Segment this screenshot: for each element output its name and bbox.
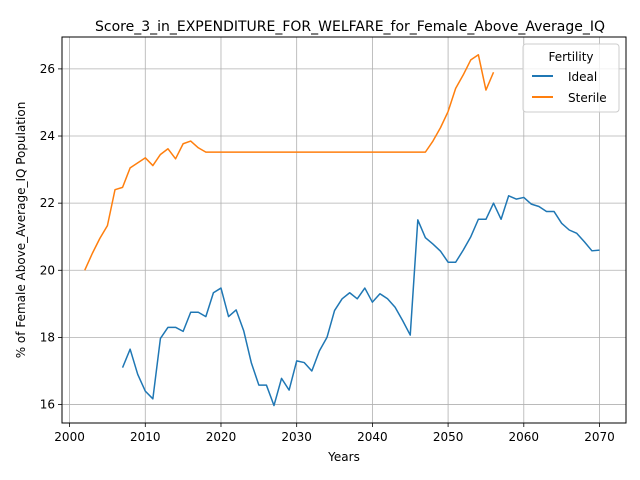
y-axis-title: % of Female Above_Average_IQ Population [14,102,28,359]
y-tick-label: 26 [40,62,55,76]
x-tick-label: 2020 [206,430,237,444]
x-tick-label: 2060 [509,430,540,444]
legend: Fertility Ideal Sterile [522,43,620,113]
legend-title: Fertility [548,50,593,64]
legend-label-ideal: Ideal [568,70,597,84]
x-tick-label: 2010 [130,430,161,444]
x-tick-label: 2050 [433,430,464,444]
y-axis: 16 18 20 22 24 26 [40,62,62,412]
x-tick-label: 2030 [281,430,312,444]
y-tick-label: 22 [40,196,55,210]
x-tick-label: 2070 [584,430,615,444]
y-tick-label: 24 [40,129,55,143]
series-line-ideal [121,195,600,407]
legend-label-sterile: Sterile [568,91,607,105]
y-tick-label: 20 [40,263,55,277]
y-tick-label: 18 [40,330,55,344]
legend-box [522,43,620,113]
x-tick-label: 2040 [357,430,388,444]
x-axis: 2000 2010 2020 2030 2040 2050 2060 2070 [54,423,615,444]
series-line-sterile [84,54,495,271]
plot-frame [61,36,627,424]
chart-title: Score_3_in_EXPENDITURE_FOR_WELFARE_for_F… [95,19,605,35]
x-axis-title: Years [327,450,360,464]
series-layer [84,54,600,407]
x-tick-label: 2000 [54,430,85,444]
y-tick-label: 16 [40,398,55,412]
